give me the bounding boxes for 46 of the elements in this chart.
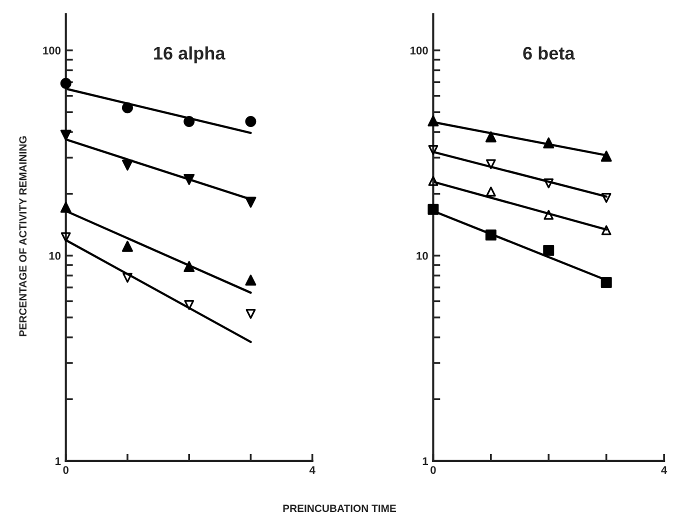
point — [122, 102, 133, 114]
y-tick-label: 100 — [43, 46, 61, 54]
point — [246, 309, 256, 319]
point — [601, 225, 612, 236]
point — [600, 150, 612, 162]
point — [486, 159, 496, 170]
point — [60, 232, 71, 242]
point — [428, 145, 438, 155]
point — [122, 272, 132, 283]
x-axis-title: PREINCUBATION TIME — [283, 504, 396, 512]
point — [60, 202, 72, 213]
point — [486, 186, 496, 197]
text: 6 beta — [523, 46, 575, 60]
point — [184, 261, 195, 272]
point — [60, 130, 72, 141]
point — [485, 131, 496, 142]
y-tick-label: 1 — [56, 457, 61, 465]
y-tick-label: 100 — [410, 46, 428, 54]
point — [428, 204, 439, 215]
point — [60, 78, 72, 89]
point — [485, 230, 496, 241]
point — [544, 210, 554, 220]
point — [122, 240, 133, 252]
x-tick-label: 0 — [63, 466, 68, 474]
text: 16 alpha — [154, 46, 226, 64]
point — [184, 116, 195, 128]
point — [184, 174, 195, 185]
point — [245, 196, 256, 208]
point — [601, 192, 612, 203]
y-tick-label: 10 — [49, 252, 61, 260]
y-tick-label: 1 — [422, 457, 428, 465]
point — [428, 115, 439, 126]
point — [428, 176, 438, 186]
x-tick-label: 4 — [309, 466, 316, 474]
point — [544, 178, 554, 188]
y-axis-title: PERCENTAGE OF ACTIVITY REMAINING — [19, 136, 27, 336]
x-tick-label: 0 — [430, 466, 436, 474]
point — [245, 274, 256, 286]
point — [543, 137, 554, 148]
point — [600, 276, 612, 288]
point — [122, 160, 133, 171]
x-tick-label: 4 — [661, 466, 668, 474]
point — [184, 300, 194, 310]
point — [245, 116, 256, 128]
y-tick-label: 10 — [416, 252, 428, 260]
point — [543, 244, 554, 256]
